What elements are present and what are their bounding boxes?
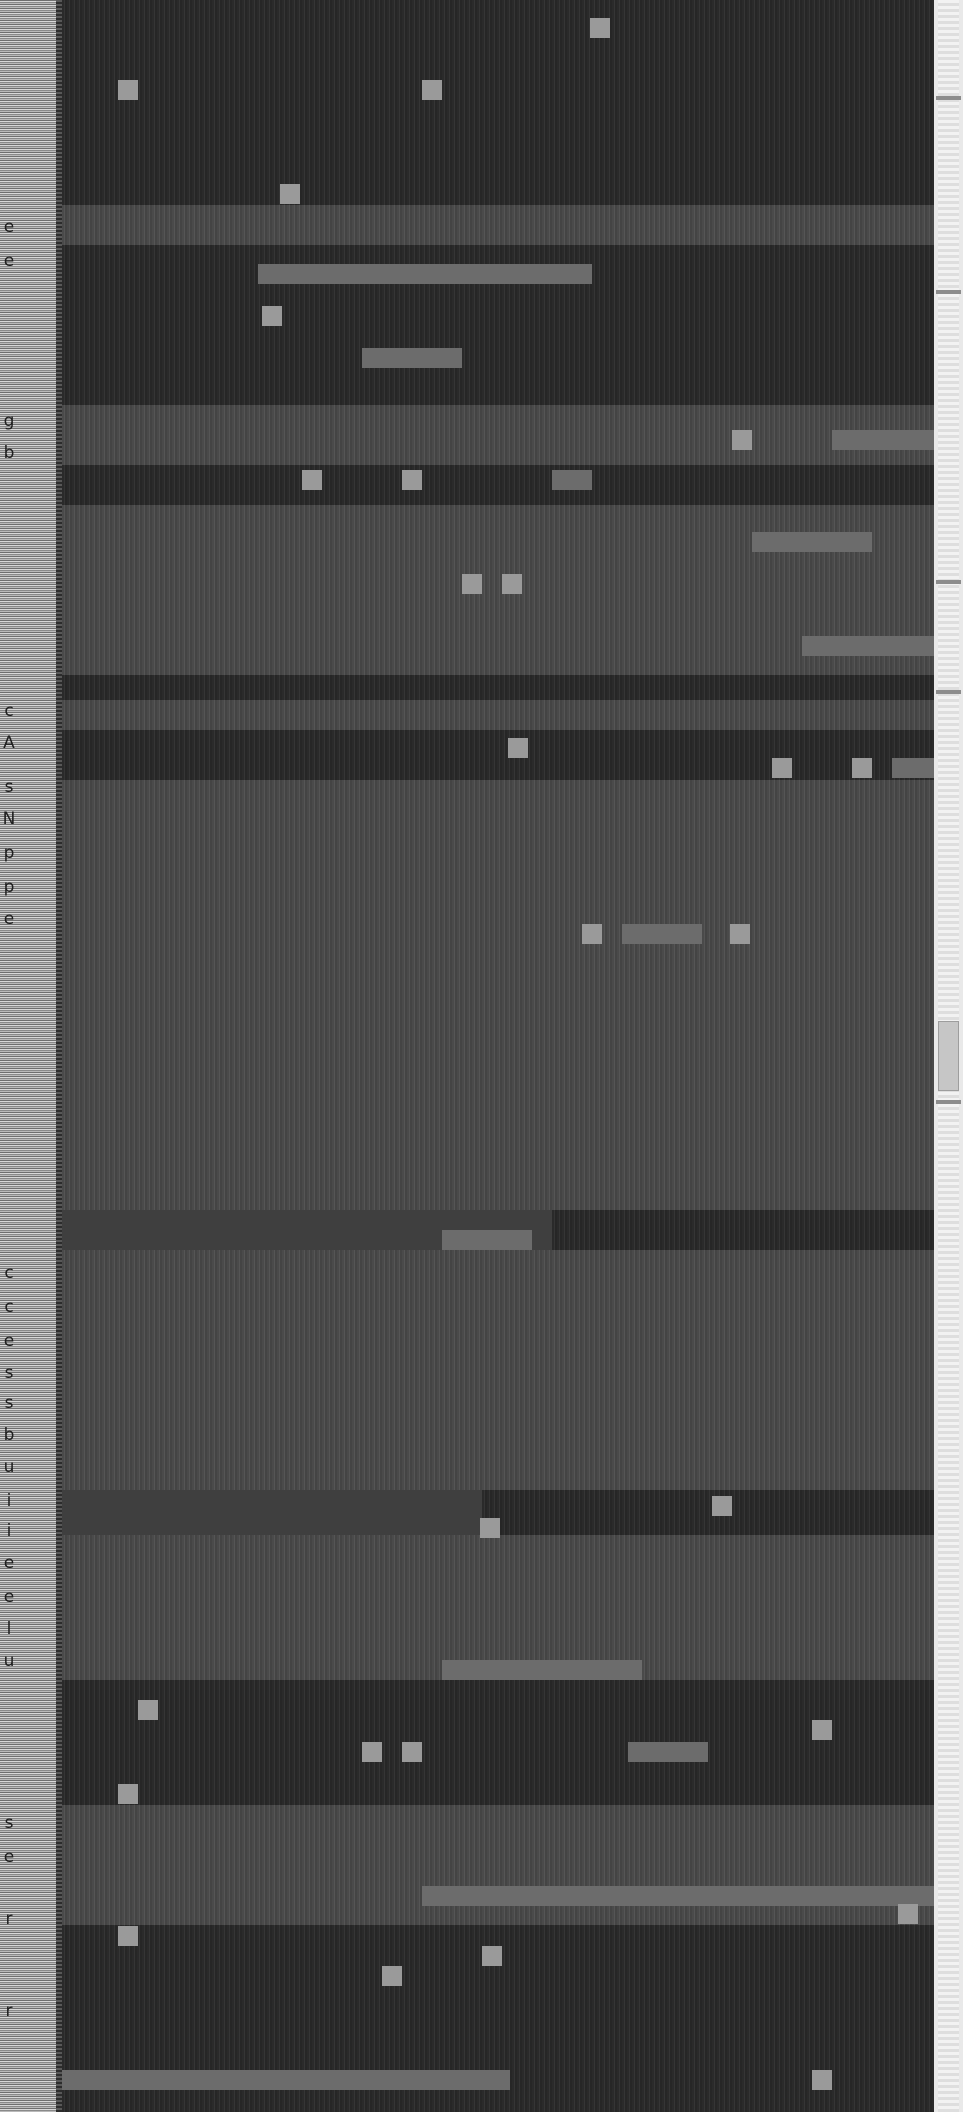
highlight-cell [812, 1720, 832, 1740]
gutter-glyph: i [6, 1491, 12, 1511]
highlight-cell [712, 1496, 732, 1516]
highlight-cell [898, 1904, 918, 1924]
highlight-strip [552, 470, 592, 490]
highlight-cell [118, 1926, 138, 1946]
highlight-strip [442, 1230, 532, 1250]
highlight-cell [730, 924, 750, 944]
highlight-cell [508, 738, 528, 758]
content-band [62, 205, 934, 245]
line-gutter: e e g b c A s N p p e c c e s s b u i i … [0, 0, 62, 2112]
content-band [62, 1535, 934, 1680]
highlight-cell cell-dim [480, 1518, 500, 1538]
gutter-glyph: e [3, 217, 15, 237]
highlight-cell [362, 1742, 382, 1762]
highlight-cell [262, 306, 282, 326]
content-canvas[interactable] [62, 0, 934, 2112]
highlight-strip [422, 1886, 934, 1906]
content-band [62, 1680, 934, 1805]
gutter-glyph: s [4, 1393, 14, 1413]
gutter-separator [56, 0, 62, 2112]
gutter-glyph: c [4, 1297, 14, 1317]
highlight-strip [62, 2070, 510, 2090]
gutter-glyph: c [4, 1263, 14, 1283]
highlight-cell [812, 2070, 832, 2090]
highlight-strip [362, 348, 462, 368]
highlight-strip [622, 924, 702, 944]
content-band [482, 1490, 934, 1535]
highlight-cell [280, 184, 300, 204]
content-band [62, 0, 934, 205]
highlight-strip [628, 1742, 708, 1762]
highlight-cell [462, 574, 482, 594]
scroll-marker [936, 580, 961, 584]
gutter-glyph: p [3, 843, 15, 863]
highlight-cell [582, 924, 602, 944]
gutter-glyph: i [6, 1521, 12, 1541]
highlight-strip [802, 636, 934, 656]
gutter-glyph: r [5, 1909, 13, 1929]
scroll-marker [936, 1100, 961, 1104]
scroll-marker [936, 96, 961, 100]
content-band [62, 405, 934, 465]
content-band [62, 1805, 934, 1925]
content-band [62, 465, 934, 505]
highlight-strip [752, 532, 872, 552]
content-band [62, 675, 934, 700]
highlight-cell [772, 758, 792, 778]
content-band [62, 780, 934, 1210]
highlight-cell [502, 574, 522, 594]
highlight-cell [852, 758, 872, 778]
highlight-cell [118, 1784, 138, 1804]
highlight-cell [302, 470, 322, 490]
gutter-glyph: e [3, 1331, 15, 1351]
scroll-marker [936, 690, 961, 694]
gutter-glyph: g [3, 411, 15, 431]
highlight-cell [422, 80, 442, 100]
gutter-glyph: l [6, 1619, 12, 1639]
gutter-glyph: s [4, 1813, 14, 1833]
content-band [62, 730, 934, 780]
highlight-cell [118, 80, 138, 100]
gutter-glyph: b [3, 1425, 15, 1445]
gutter-glyph: e [3, 1847, 15, 1867]
highlight-cell [402, 470, 422, 490]
gutter-glyph: N [2, 809, 16, 829]
gutter-glyph: s [4, 777, 14, 797]
highlight-cell [590, 18, 610, 38]
gutter-glyph: e [3, 1553, 15, 1573]
highlight-cell [402, 1742, 422, 1762]
highlight-cell [482, 1946, 502, 1966]
gutter-glyph: p [3, 877, 15, 897]
content-band [552, 1210, 934, 1250]
gutter-glyph: r [5, 2001, 13, 2021]
gutter-glyph: b [3, 443, 15, 463]
gutter-glyph: e [3, 909, 15, 929]
content-band [62, 1250, 934, 1490]
scroll-marker [936, 290, 961, 294]
scroll-thumb[interactable] [938, 1021, 959, 1091]
highlight-strip [442, 1660, 642, 1680]
gutter-glyph: A [3, 733, 15, 753]
content-band [62, 700, 934, 730]
highlight-strip [892, 758, 934, 778]
gutter-glyph: e [3, 1587, 15, 1607]
highlight-cell [382, 1966, 402, 1986]
highlight-strip [258, 264, 592, 284]
highlight-cell [138, 1700, 158, 1720]
gutter-glyph: e [3, 251, 15, 271]
gutter-glyph: u [3, 1651, 15, 1671]
gutter-glyph: c [4, 701, 14, 721]
gutter-glyph: s [4, 1363, 14, 1383]
vertical-scrollbar[interactable] [934, 0, 963, 2112]
highlight-cell [732, 430, 752, 450]
highlight-strip [832, 430, 934, 450]
gutter-glyph: u [3, 1457, 15, 1477]
